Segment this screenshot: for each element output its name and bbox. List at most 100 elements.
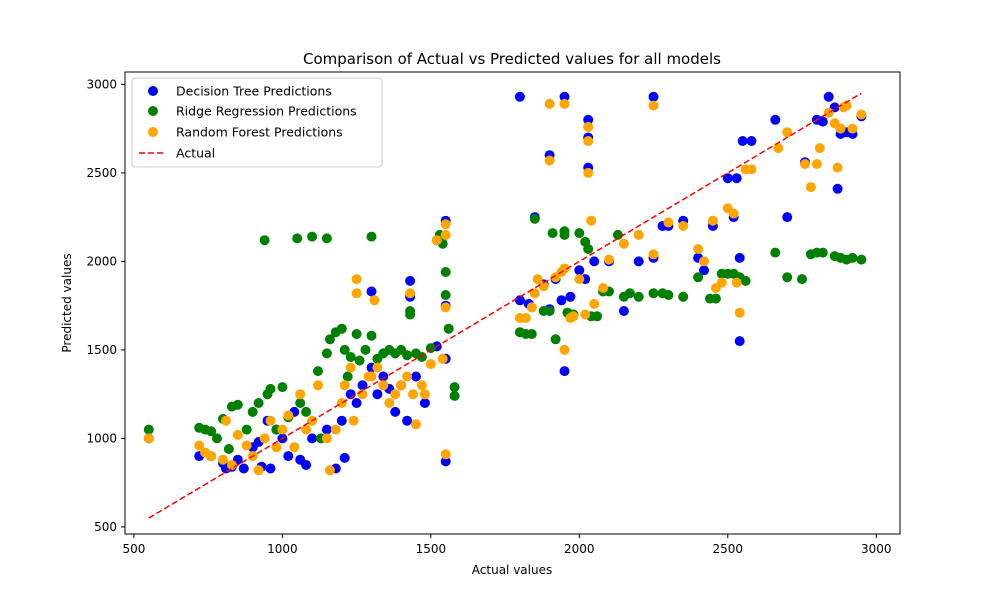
y-tick-label: 500	[94, 520, 117, 534]
scatter-point	[307, 433, 318, 444]
scatter-point	[589, 256, 600, 267]
scatter-point	[419, 398, 430, 408]
scatter-point	[241, 424, 252, 435]
legend-label: Random Forest Predictions	[176, 125, 343, 140]
scatter-point	[699, 265, 709, 276]
scatter-point	[770, 114, 781, 125]
scatter-point	[265, 415, 276, 426]
scatter-point	[218, 454, 228, 465]
scatter-point	[366, 330, 377, 341]
scatter-point	[544, 98, 555, 109]
scatter-point	[194, 440, 205, 451]
scatter-point	[402, 415, 413, 426]
scatter-point	[253, 465, 264, 476]
scatter-point	[648, 100, 659, 111]
scatter-point	[339, 452, 350, 463]
scatter-point	[529, 213, 540, 224]
scatter-point	[699, 256, 709, 267]
scatter-point	[574, 274, 585, 285]
scatter-point	[295, 389, 306, 400]
scatter-point	[292, 233, 303, 244]
scatter-point	[440, 219, 451, 230]
scatter-point	[351, 329, 362, 339]
scatter-point	[814, 143, 825, 154]
scatter-point	[366, 371, 377, 382]
scatter-point	[734, 336, 745, 347]
actual-reference-line	[148, 92, 862, 519]
scatter-point	[330, 424, 341, 435]
scatter-point	[856, 254, 867, 265]
scatter-point	[301, 424, 312, 435]
scatter-point	[847, 252, 858, 263]
scatter-point	[449, 382, 460, 393]
scatter-point	[301, 460, 312, 470]
scatter-point	[321, 348, 332, 359]
legend-label: Actual	[176, 146, 215, 161]
scatter-point	[707, 215, 718, 226]
scatter-point	[408, 389, 418, 400]
scatter-point	[598, 283, 609, 293]
scatter-point	[271, 442, 282, 453]
scatter-point	[520, 313, 531, 323]
scatter-point	[832, 183, 843, 194]
scatter-point	[817, 116, 828, 127]
scatter-point	[565, 291, 576, 302]
plot-frame	[124, 71, 901, 535]
scatter-point	[731, 173, 742, 184]
scatter-point	[259, 235, 270, 246]
scatter-point	[221, 415, 231, 426]
x-axis-ticks: 500 1000 1500 2000 2500 3000	[122, 534, 892, 556]
x-tick-label: 1000	[267, 542, 298, 556]
scatter-point	[746, 136, 757, 146]
scatter-point	[797, 274, 807, 285]
scatter-point	[366, 231, 377, 242]
scatter-point	[574, 265, 585, 276]
scatter-point	[583, 136, 594, 146]
scatter-point	[321, 233, 332, 244]
chart-title: Comparison of Actual vs Predicted values…	[303, 50, 721, 68]
scatter-point	[247, 406, 258, 417]
scatter-point	[143, 424, 154, 435]
scatter-point	[633, 256, 644, 267]
scatter-point	[440, 290, 451, 300]
scatter-point	[440, 456, 451, 467]
scatter-point	[648, 91, 659, 102]
scatter-point	[550, 334, 561, 345]
scatter-point	[547, 228, 558, 239]
x-tick-label: 1500	[416, 542, 447, 556]
scatter-point	[770, 247, 781, 258]
scatter-point	[226, 460, 237, 470]
scatter-point	[663, 290, 674, 300]
scatter-point	[514, 91, 525, 102]
scatter-point	[313, 366, 323, 377]
scatter-point	[212, 433, 222, 444]
scatter-point	[618, 306, 629, 316]
scatter-point	[223, 444, 234, 454]
scatter-point	[336, 398, 347, 408]
scatter-point	[583, 244, 594, 254]
scatter-point	[811, 159, 822, 169]
scatter-point	[321, 424, 332, 435]
scatter-point	[449, 390, 460, 401]
x-tick-label: 3000	[861, 542, 892, 556]
scatter-point	[206, 451, 217, 462]
scatter-point	[532, 274, 543, 285]
scatter-point	[402, 350, 413, 361]
y-tick-label: 3000	[86, 77, 117, 91]
scatter-point	[289, 442, 300, 453]
scatter-point	[339, 380, 350, 391]
scatter-point	[841, 100, 852, 111]
scatter-point	[526, 302, 537, 313]
x-tick-label: 500	[122, 542, 145, 556]
scatter-point	[440, 449, 451, 460]
scatter-point	[238, 463, 249, 474]
scatter-point	[559, 229, 570, 240]
scatter-point	[321, 433, 332, 444]
scatter-point	[351, 288, 362, 299]
scatter-point	[559, 344, 570, 355]
scatter-point	[856, 109, 867, 120]
scatter-point	[357, 380, 368, 391]
scatter-point	[737, 136, 748, 146]
x-axis-label: Actual values	[472, 563, 552, 577]
scatter-point	[283, 451, 294, 462]
